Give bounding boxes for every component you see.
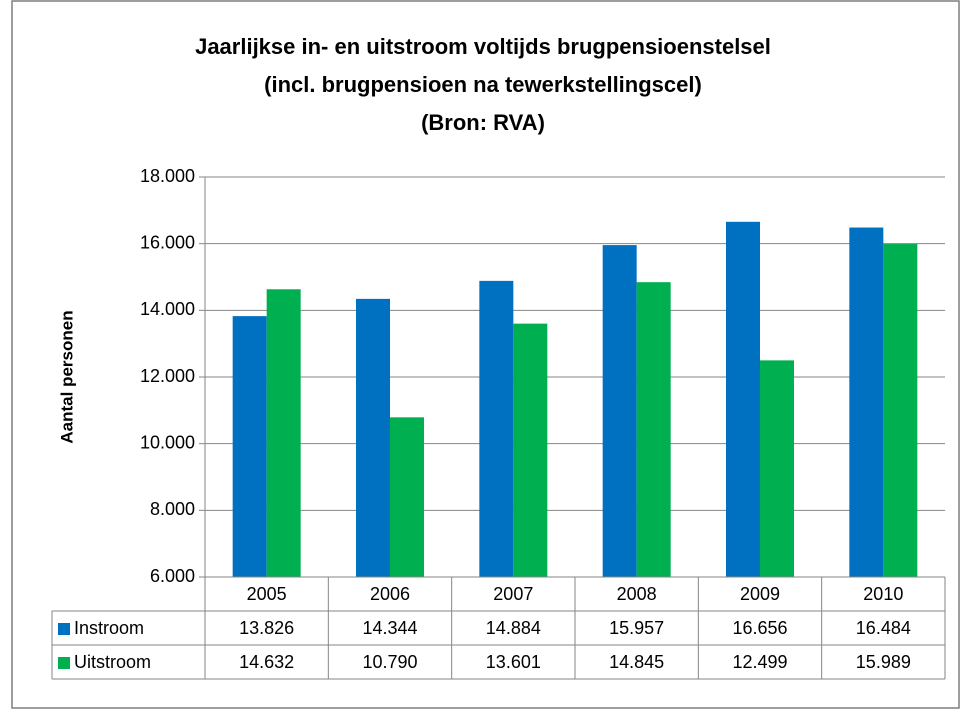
x-tick-label: 2006 <box>370 584 410 604</box>
table-value: 15.989 <box>856 652 911 672</box>
table-value: 13.601 <box>486 652 541 672</box>
x-tick-label: 2009 <box>740 584 780 604</box>
table-value: 16.484 <box>856 618 911 638</box>
legend-key <box>58 657 70 669</box>
bar <box>479 280 514 577</box>
bar <box>760 360 794 577</box>
table-value: 14.845 <box>609 652 664 672</box>
bar <box>513 323 548 577</box>
x-tick-label: 2008 <box>617 584 657 604</box>
table-value: 12.499 <box>732 652 787 672</box>
y-tick-label: 6.000 <box>150 566 195 586</box>
bar <box>390 417 424 577</box>
legend-label: Uitstroom <box>74 652 151 672</box>
bar <box>602 245 637 577</box>
y-tick-label: 18.000 <box>140 166 195 186</box>
chart-title: Jaarlijkse in- en uitstroom voltijds bru… <box>195 34 771 59</box>
bar <box>356 298 390 577</box>
chart-title: (incl. brugpensioen na tewerkstellingsce… <box>264 72 702 97</box>
table-value: 13.826 <box>239 618 294 638</box>
x-tick-label: 2005 <box>247 584 287 604</box>
y-tick-label: 16.000 <box>140 232 195 252</box>
chart-title: (Bron: RVA) <box>421 110 545 135</box>
y-tick-label: 10.000 <box>140 432 195 452</box>
table-value: 14.344 <box>362 618 417 638</box>
table-value: 10.790 <box>362 652 417 672</box>
bar <box>726 221 760 578</box>
y-tick-label: 8.000 <box>150 499 195 519</box>
bar <box>883 244 918 578</box>
legend-key <box>58 623 70 635</box>
table-value: 14.884 <box>486 618 541 638</box>
bar <box>232 316 267 577</box>
bar <box>849 227 884 578</box>
bar <box>636 282 671 577</box>
y-tick-label: 12.000 <box>140 366 195 386</box>
y-axis-title: Aantal personen <box>57 310 76 443</box>
table-value: 15.957 <box>609 618 664 638</box>
table-value: 14.632 <box>239 652 294 672</box>
table-value: 16.656 <box>732 618 787 638</box>
legend-label: Instroom <box>74 618 144 638</box>
y-tick-label: 14.000 <box>140 299 195 319</box>
x-tick-label: 2007 <box>493 584 533 604</box>
bar <box>266 289 301 577</box>
x-tick-label: 2010 <box>863 584 903 604</box>
